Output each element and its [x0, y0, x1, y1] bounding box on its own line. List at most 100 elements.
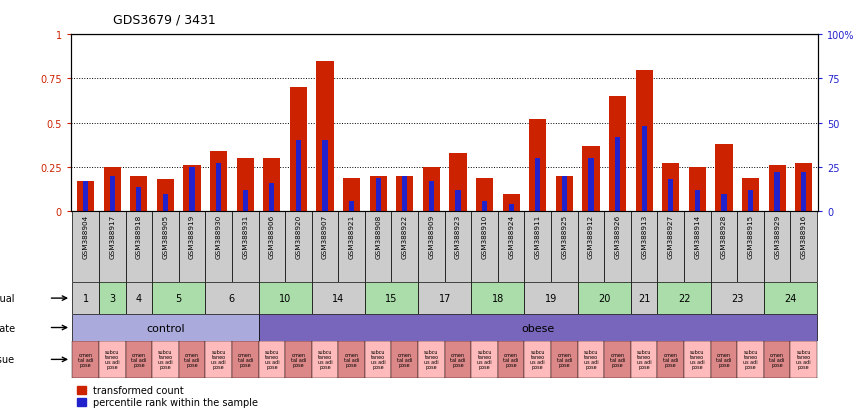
Bar: [711, 212, 737, 282]
Text: omen
tal adi
pose: omen tal adi pose: [663, 352, 678, 367]
Bar: [662, 164, 680, 212]
Text: 21: 21: [638, 293, 650, 304]
Bar: [657, 282, 711, 314]
Bar: [130, 176, 147, 212]
Text: GSM388913: GSM388913: [641, 214, 647, 258]
Bar: [296, 141, 301, 212]
Text: omen
tal adi
pose: omen tal adi pose: [291, 352, 306, 367]
Text: GSM388907: GSM388907: [322, 214, 328, 258]
Text: GSM388923: GSM388923: [455, 214, 461, 258]
Bar: [791, 341, 817, 378]
Text: GSM388917: GSM388917: [109, 214, 115, 258]
Bar: [444, 212, 471, 282]
Bar: [232, 341, 259, 378]
Text: GSM388925: GSM388925: [561, 214, 567, 258]
Bar: [339, 212, 365, 282]
Bar: [370, 176, 387, 212]
Bar: [152, 282, 205, 314]
Text: GSM388906: GSM388906: [268, 214, 275, 258]
Bar: [456, 190, 461, 212]
Legend: transformed count, percentile rank within the sample: transformed count, percentile rank withi…: [76, 385, 259, 408]
Bar: [636, 71, 653, 212]
Bar: [205, 282, 259, 314]
Bar: [242, 190, 248, 212]
Bar: [236, 159, 254, 212]
Text: GSM388930: GSM388930: [216, 214, 222, 258]
Bar: [418, 212, 444, 282]
Bar: [99, 212, 126, 282]
Bar: [444, 341, 471, 378]
Text: omen
tal adi
pose: omen tal adi pose: [770, 352, 785, 367]
Text: GSM388916: GSM388916: [801, 214, 807, 258]
Bar: [290, 88, 307, 212]
Bar: [657, 212, 684, 282]
Text: GSM388927: GSM388927: [668, 214, 674, 258]
Text: GSM388921: GSM388921: [349, 214, 354, 258]
Text: 20: 20: [598, 293, 611, 304]
Bar: [711, 282, 764, 314]
Bar: [391, 212, 418, 282]
Bar: [711, 341, 737, 378]
Text: subcu
taneo
us adi
pose: subcu taneo us adi pose: [584, 349, 598, 370]
Text: GSM388909: GSM388909: [429, 214, 435, 258]
Text: subcu
taneo
us adi
pose: subcu taneo us adi pose: [371, 349, 385, 370]
Bar: [365, 341, 391, 378]
Bar: [742, 178, 759, 212]
Text: GSM388911: GSM388911: [535, 214, 540, 258]
Bar: [764, 282, 817, 314]
Text: subcu
taneo
us adi
pose: subcu taneo us adi pose: [743, 349, 758, 370]
Bar: [396, 176, 413, 212]
Text: 17: 17: [438, 293, 451, 304]
Text: obese: obese: [521, 323, 554, 333]
Bar: [525, 282, 578, 314]
Text: GSM388914: GSM388914: [695, 214, 701, 258]
Bar: [630, 212, 657, 282]
Text: subcu
taneo
us adi
pose: subcu taneo us adi pose: [318, 349, 333, 370]
Text: subcu
taneo
us adi
pose: subcu taneo us adi pose: [424, 349, 439, 370]
Bar: [668, 180, 674, 212]
Bar: [801, 173, 806, 212]
Bar: [285, 212, 312, 282]
Bar: [684, 212, 711, 282]
Text: subcu
taneo
us adi
pose: subcu taneo us adi pose: [690, 349, 705, 370]
Bar: [391, 341, 418, 378]
Bar: [695, 190, 700, 212]
Bar: [578, 282, 630, 314]
Bar: [657, 341, 684, 378]
Bar: [184, 166, 201, 212]
Text: omen
tal adi
pose: omen tal adi pose: [184, 352, 200, 367]
Bar: [429, 182, 434, 212]
Text: omen
tal adi
pose: omen tal adi pose: [237, 352, 253, 367]
Bar: [349, 201, 354, 212]
Bar: [529, 120, 546, 212]
Bar: [73, 282, 99, 314]
Bar: [551, 212, 578, 282]
Text: 14: 14: [333, 293, 345, 304]
Bar: [339, 341, 365, 378]
Text: tissue: tissue: [0, 354, 15, 365]
Bar: [178, 341, 205, 378]
Bar: [99, 341, 126, 378]
Bar: [774, 173, 779, 212]
Bar: [73, 341, 99, 378]
Bar: [259, 212, 285, 282]
Bar: [418, 282, 471, 314]
Bar: [764, 341, 791, 378]
Bar: [157, 180, 174, 212]
Bar: [795, 164, 812, 212]
Text: GSM388929: GSM388929: [774, 214, 780, 258]
Bar: [126, 282, 152, 314]
Text: subcu
taneo
us adi
pose: subcu taneo us adi pose: [105, 349, 120, 370]
Bar: [642, 127, 647, 212]
Text: omen
tal adi
pose: omen tal adi pose: [503, 352, 519, 367]
Text: subcu
taneo
us adi
pose: subcu taneo us adi pose: [211, 349, 226, 370]
Text: 23: 23: [731, 293, 743, 304]
Bar: [418, 341, 444, 378]
Text: omen
tal adi
pose: omen tal adi pose: [450, 352, 466, 367]
Bar: [737, 212, 764, 282]
Text: 4: 4: [136, 293, 142, 304]
Bar: [715, 145, 733, 212]
Bar: [582, 147, 599, 212]
Bar: [312, 212, 339, 282]
Bar: [402, 176, 408, 212]
